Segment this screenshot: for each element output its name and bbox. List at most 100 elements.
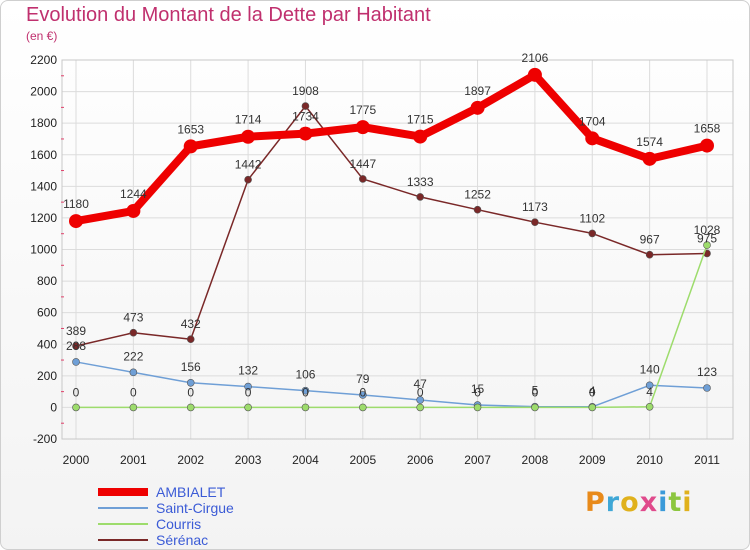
legend-swatch-courris	[98, 523, 148, 525]
plot-border	[61, 59, 734, 440]
data-label: 1658	[694, 122, 721, 136]
data-label: 1908	[292, 84, 319, 98]
data-label: 1102	[579, 211, 605, 225]
data-point	[301, 102, 310, 110]
y-tick-label: -200	[33, 432, 57, 446]
data-label: 0	[73, 385, 80, 399]
data-point	[645, 381, 654, 390]
data-label: 132	[238, 364, 258, 378]
data-label: 1252	[464, 188, 491, 202]
y-tick-label: 1400	[30, 179, 57, 193]
chart-title: Evolution du Montant de la Dette par Hab…	[26, 4, 431, 26]
legend-label-saint-cirgue: Saint-Cirgue	[156, 500, 234, 516]
x-tick-label: 2003	[235, 453, 262, 467]
logo-letter: i	[682, 487, 693, 518]
data-point	[244, 403, 252, 412]
data-label: 0	[187, 385, 194, 399]
data-point	[183, 139, 198, 154]
data-label: 0	[302, 385, 309, 399]
data-label: 140	[640, 362, 660, 376]
data-point	[129, 328, 138, 337]
data-label: 222	[123, 349, 143, 363]
data-label: 2106	[522, 51, 549, 65]
logo-letter: o	[620, 487, 640, 518]
data-label: 432	[181, 317, 201, 331]
y-tick-label: 600	[37, 306, 57, 320]
data-label: 79	[356, 372, 370, 386]
data-label: 1734	[292, 110, 319, 124]
y-tick-label: 1200	[30, 211, 57, 225]
data-point	[69, 214, 83, 229]
data-point	[531, 218, 539, 226]
data-label: 1447	[349, 157, 376, 171]
data-point	[244, 382, 252, 391]
data-label: 5	[532, 384, 539, 398]
y-tick-label: 200	[37, 369, 57, 383]
data-point	[301, 403, 310, 412]
data-point	[700, 138, 714, 153]
data-point	[473, 403, 482, 412]
x-tick-label: 2011	[694, 453, 720, 467]
logo-letter: t	[668, 487, 683, 518]
logo-letter: i	[658, 487, 669, 518]
data-label: 0	[245, 385, 252, 399]
legend-item-serenac: Sérénac	[98, 532, 234, 548]
data-point	[129, 403, 138, 412]
data-label: 0	[532, 385, 539, 399]
legend-swatch-saint-cirgue	[98, 507, 148, 509]
legend-swatch-serenac	[98, 539, 148, 541]
data-point	[72, 342, 80, 350]
data-point	[359, 391, 367, 399]
data-point	[703, 384, 711, 392]
data-point	[186, 378, 195, 387]
data-point	[126, 203, 141, 218]
data-point	[470, 100, 485, 115]
data-label: 1775	[349, 103, 376, 117]
data-point	[531, 403, 539, 412]
y-tick-label: 1800	[30, 116, 57, 130]
data-label: 47	[414, 377, 428, 391]
x-tick-label: 2004	[292, 453, 319, 467]
x-tick-label: 2009	[579, 453, 606, 467]
legend: AMBIALET Saint-Cirgue Courris Sérénac	[98, 484, 234, 548]
data-point	[298, 126, 313, 141]
data-label: 156	[181, 360, 201, 374]
data-label: 1333	[407, 175, 434, 189]
data-point	[416, 193, 424, 201]
data-point	[588, 403, 597, 412]
data-label: 0	[589, 385, 596, 399]
data-label: 1574	[636, 135, 663, 149]
legend-item-saint-cirgue: Saint-Cirgue	[98, 500, 234, 516]
data-label: 1244	[120, 187, 147, 201]
data-point	[244, 175, 252, 184]
data-point	[186, 403, 195, 412]
data-label: 106	[295, 368, 315, 382]
legend-item-courris: Courris	[98, 516, 234, 532]
data-point	[72, 403, 80, 412]
series-line-1	[75, 361, 708, 408]
data-label: 1180	[63, 197, 89, 211]
data-point	[645, 402, 654, 411]
data-point	[588, 229, 597, 238]
logo-letter: x	[639, 487, 659, 518]
data-point	[186, 335, 195, 343]
data-label: 0	[359, 385, 366, 399]
proxiti-logo: Proxiti	[585, 487, 693, 518]
data-label: 1897	[464, 84, 491, 98]
data-point	[301, 386, 310, 395]
x-tick-label: 2000	[63, 453, 90, 467]
series-line-2	[76, 244, 708, 409]
x-tick-label: 2010	[636, 453, 663, 467]
data-label: 1715	[407, 113, 434, 127]
data-label: 4	[589, 384, 596, 398]
data-label: 123	[697, 365, 717, 379]
data-point	[642, 151, 657, 166]
data-point	[359, 403, 367, 412]
data-point	[527, 67, 542, 82]
data-label: 0	[417, 385, 424, 399]
legend-label-courris: Courris	[156, 516, 202, 532]
y-tick-label: 0	[50, 400, 57, 414]
data-label: 0	[474, 385, 481, 399]
data-label: 473	[123, 311, 143, 325]
